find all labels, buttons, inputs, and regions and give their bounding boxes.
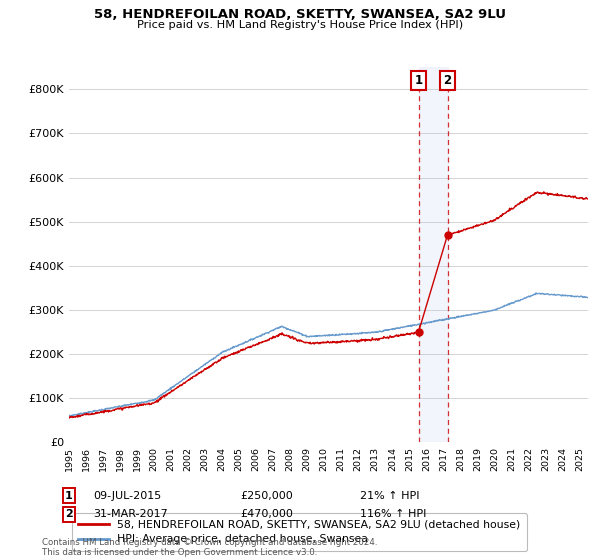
- Text: 116% ↑ HPI: 116% ↑ HPI: [360, 509, 427, 519]
- Text: £470,000: £470,000: [240, 509, 293, 519]
- Text: Contains HM Land Registry data © Crown copyright and database right 2024.
This d: Contains HM Land Registry data © Crown c…: [42, 538, 377, 557]
- Text: 1: 1: [415, 74, 422, 87]
- Text: 2: 2: [65, 509, 73, 519]
- Text: 31-MAR-2017: 31-MAR-2017: [93, 509, 168, 519]
- Text: 58, HENDREFOILAN ROAD, SKETTY, SWANSEA, SA2 9LU: 58, HENDREFOILAN ROAD, SKETTY, SWANSEA, …: [94, 8, 506, 21]
- Text: 1: 1: [65, 491, 73, 501]
- Text: 09-JUL-2015: 09-JUL-2015: [93, 491, 161, 501]
- Text: £250,000: £250,000: [240, 491, 293, 501]
- Text: 21% ↑ HPI: 21% ↑ HPI: [360, 491, 419, 501]
- Bar: [419, 67, 448, 442]
- Legend: 58, HENDREFOILAN ROAD, SKETTY, SWANSEA, SA2 9LU (detached house), HPI: Average p: 58, HENDREFOILAN ROAD, SKETTY, SWANSEA, …: [72, 514, 527, 551]
- Text: Price paid vs. HM Land Registry's House Price Index (HPI): Price paid vs. HM Land Registry's House …: [137, 20, 463, 30]
- Text: 2: 2: [443, 74, 452, 87]
